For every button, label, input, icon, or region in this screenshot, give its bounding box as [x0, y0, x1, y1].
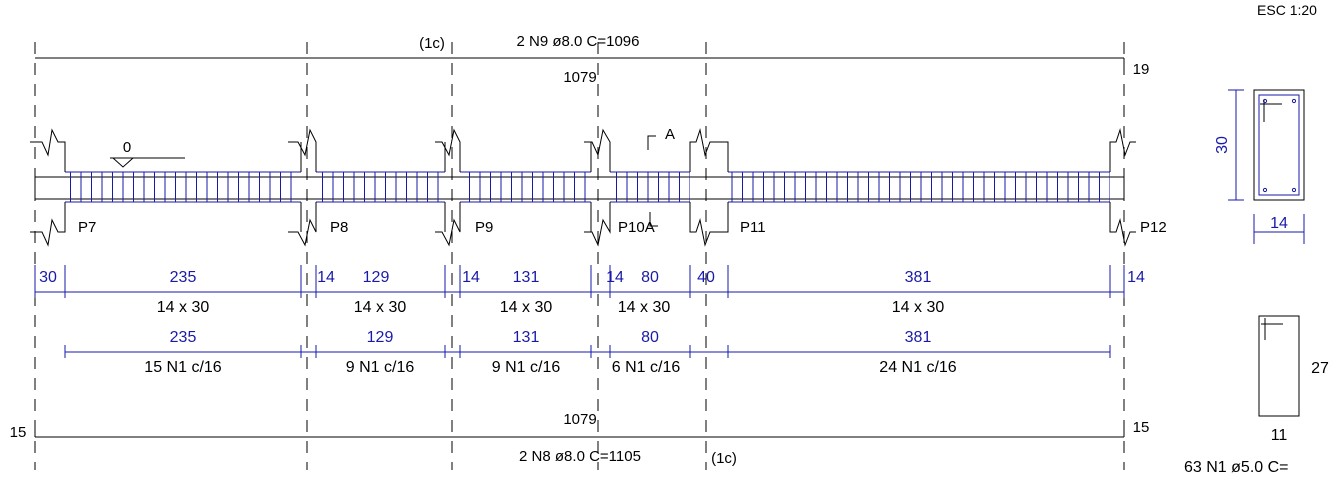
dimension-row-stirrups: 235 129 131 80 381 15 N1 c/16 9 N1 c/16 …: [64, 329, 1111, 376]
cross-section-height: 30: [1214, 136, 1231, 154]
bottom-rebar-label: 2 N8 ø8.0 C=1105: [519, 448, 641, 465]
pillar-label: P12: [1140, 219, 1167, 236]
bottom-rebar: 15 15 1079 2 N8 ø8.0 C=1105 (1c): [10, 411, 1150, 467]
axis-lines: [34, 42, 1125, 470]
top-rebar-label: 2 N9 ø8.0 C=1096: [517, 33, 640, 50]
pillar-label: P9: [475, 219, 493, 236]
section-marker-label: A: [665, 126, 675, 143]
top-rebar-hook: 19: [1133, 61, 1150, 78]
bottom-rebar-length: 1079: [563, 411, 596, 428]
stirrup-length: 235: [170, 329, 197, 346]
stirrup-length: 80: [641, 329, 659, 346]
column-stubs: [30, 128, 1136, 247]
pillar-width: 14: [317, 269, 335, 286]
span-section: 14 x 30: [618, 299, 671, 316]
stirrup-detail-label: 63 N1 ø5.0 C=: [1184, 459, 1289, 476]
section-marker: A: [647, 126, 675, 227]
pillar-width: 40: [697, 269, 715, 286]
stirrup-length: 381: [905, 329, 932, 346]
span-section: 14 x 30: [157, 299, 210, 316]
pillar-width: 30: [39, 269, 57, 286]
level-marker: 0: [110, 139, 185, 168]
stirrup-count: 9 N1 c/16: [492, 359, 561, 376]
span-length: 129: [363, 269, 390, 286]
span-section: 14 x 30: [500, 299, 553, 316]
bottom-rebar-hook-left: 15: [10, 424, 27, 441]
span-section: 14 x 30: [354, 299, 407, 316]
scale-label: ESC 1:20: [1257, 2, 1317, 18]
level-marker-label: 0: [123, 139, 131, 156]
span-section: 14 x 30: [892, 299, 945, 316]
pillar-label: P7: [78, 219, 96, 236]
pillar-label: P11: [740, 219, 766, 236]
pillar-width: 14: [1127, 269, 1145, 286]
stirrup-detail-height: 27: [1311, 360, 1329, 377]
cross-section-width: 14: [1270, 215, 1288, 232]
pillar-label: P10A: [618, 219, 655, 236]
top-rebar-length: 1079: [563, 69, 596, 86]
span-length: 235: [170, 269, 197, 286]
stirrup-detail-width: 11: [1271, 427, 1288, 444]
dimension-row-spans: 30 235 14 129 14 131 14 80 40 381 14 14 …: [34, 265, 1145, 316]
pillar-width: 14: [462, 269, 480, 286]
cross-section: 30 14: [1214, 89, 1305, 244]
beam-elevation: [34, 171, 1125, 203]
bottom-rebar-callout: (1c): [711, 450, 737, 467]
span-length: 381: [905, 269, 932, 286]
pillar-labels: P7 P8 P9 P10A P11 P12: [78, 219, 1167, 236]
bottom-rebar-hook-right: 15: [1133, 419, 1150, 436]
span-length: 131: [513, 269, 540, 286]
span-length: 80: [641, 269, 659, 286]
stirrup-count: 24 N1 c/16: [879, 359, 956, 376]
stirrup-count: 15 N1 c/16: [144, 359, 221, 376]
stirrup-count: 9 N1 c/16: [346, 359, 415, 376]
stirrup-count: 6 N1 c/16: [612, 359, 681, 376]
stirrup-length: 131: [513, 329, 540, 346]
stirrup-detail: 27 11 63 N1 ø5.0 C=: [1184, 315, 1329, 476]
pillar-label: P8: [330, 219, 348, 236]
pillar-width: 14: [606, 269, 624, 286]
top-rebar-callout: (1c): [419, 35, 445, 52]
top-rebar: (1c) 2 N9 ø8.0 C=1096 1079 19: [35, 33, 1149, 86]
stirrup-length: 129: [367, 329, 394, 346]
